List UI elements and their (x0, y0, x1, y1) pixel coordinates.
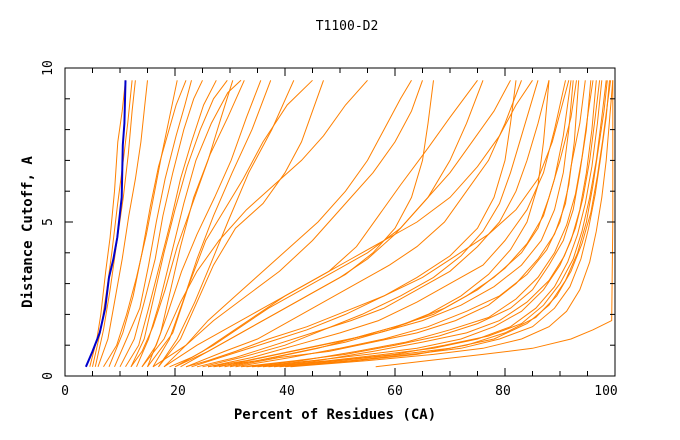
series-line (141, 80, 262, 368)
x-tick-label: 100 (594, 384, 617, 399)
series-layer (84, 79, 614, 368)
series-line (246, 80, 594, 368)
series-line (152, 80, 423, 368)
x-tick-label: 80 (495, 384, 511, 399)
series-line (207, 80, 574, 368)
highlight-series-line (84, 80, 127, 368)
series-line (152, 80, 272, 368)
series-line (119, 80, 203, 368)
x-tick-label: 40 (279, 384, 295, 399)
series-line (103, 80, 178, 368)
chart-title: T1100-D2 (316, 19, 379, 34)
series-line (108, 80, 187, 367)
series-line (147, 80, 245, 367)
series-line (163, 80, 412, 368)
series-line (89, 80, 126, 367)
series-line (158, 80, 324, 368)
series-line (290, 80, 614, 368)
series-line (251, 80, 597, 368)
series-line (97, 80, 148, 367)
ticks-layer (64, 67, 616, 377)
series-line (207, 80, 566, 368)
y-axis-label: Distance Cutoff, A (20, 156, 36, 308)
series-line (169, 80, 484, 368)
x-tick-label: 20 (170, 384, 186, 399)
series-line (257, 80, 601, 368)
series-line (141, 79, 368, 368)
series-line (158, 80, 295, 368)
series-line (202, 80, 539, 368)
series-line (125, 80, 217, 368)
series-line (185, 80, 570, 368)
series-line (114, 80, 192, 367)
series-line (224, 80, 572, 368)
series-line (185, 80, 522, 368)
y-tick-label: 0 (41, 372, 56, 380)
series-line (163, 80, 478, 368)
series-line (262, 80, 603, 368)
series-line (130, 80, 234, 368)
series-line (240, 80, 592, 368)
series-line (130, 80, 228, 368)
y-tick-label: 10 (41, 60, 56, 76)
series-line (191, 80, 517, 368)
series-line (174, 80, 533, 368)
series-line (375, 80, 614, 368)
series-line (268, 80, 607, 368)
x-tick-label: 60 (387, 384, 403, 399)
y-tick-label: 5 (41, 218, 56, 226)
series-line (147, 79, 313, 368)
series-line (279, 80, 610, 368)
series-line (136, 79, 242, 367)
series-line (235, 80, 580, 368)
series-line (196, 80, 550, 368)
x-tick-label: 0 (61, 384, 69, 399)
x-axis-label: Percent of Residues (CA) (234, 407, 436, 423)
series-line (180, 80, 434, 368)
